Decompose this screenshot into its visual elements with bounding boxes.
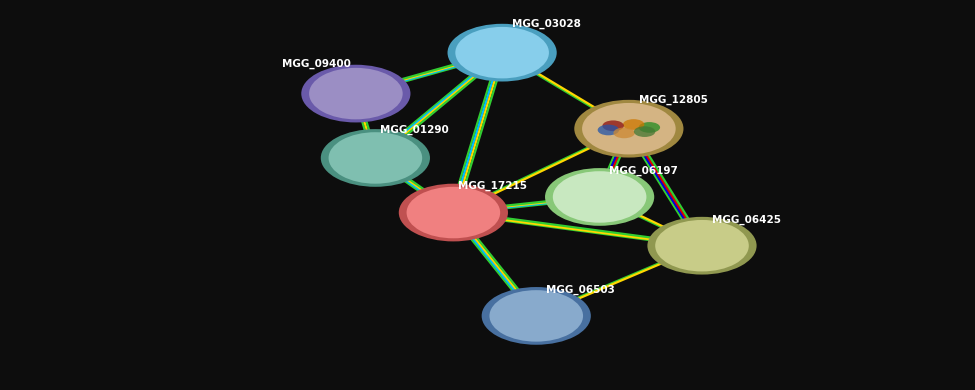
Ellipse shape <box>455 27 549 78</box>
Ellipse shape <box>321 129 430 187</box>
Ellipse shape <box>623 119 644 130</box>
Ellipse shape <box>448 24 557 82</box>
Ellipse shape <box>655 220 749 271</box>
Text: MGG_17215: MGG_17215 <box>458 181 527 191</box>
Ellipse shape <box>301 65 410 122</box>
Text: MGG_06503: MGG_06503 <box>546 284 615 294</box>
Text: MGG_06197: MGG_06197 <box>609 166 679 176</box>
Ellipse shape <box>407 187 500 238</box>
Ellipse shape <box>399 184 508 241</box>
Ellipse shape <box>613 128 635 138</box>
Text: MGG_09400: MGG_09400 <box>282 59 351 69</box>
Ellipse shape <box>639 122 660 133</box>
Ellipse shape <box>598 125 619 135</box>
Text: MGG_01290: MGG_01290 <box>380 125 449 135</box>
Text: MGG_12805: MGG_12805 <box>639 95 708 105</box>
Ellipse shape <box>545 168 654 226</box>
Ellipse shape <box>329 132 422 184</box>
Ellipse shape <box>574 100 683 158</box>
Ellipse shape <box>553 171 646 223</box>
Text: MGG_03028: MGG_03028 <box>512 18 581 28</box>
Ellipse shape <box>603 121 624 131</box>
Ellipse shape <box>482 287 591 345</box>
Text: MGG_06425: MGG_06425 <box>712 215 781 225</box>
Ellipse shape <box>582 103 676 154</box>
Ellipse shape <box>309 68 403 119</box>
Ellipse shape <box>647 217 757 275</box>
Ellipse shape <box>489 290 583 342</box>
Ellipse shape <box>634 126 655 137</box>
